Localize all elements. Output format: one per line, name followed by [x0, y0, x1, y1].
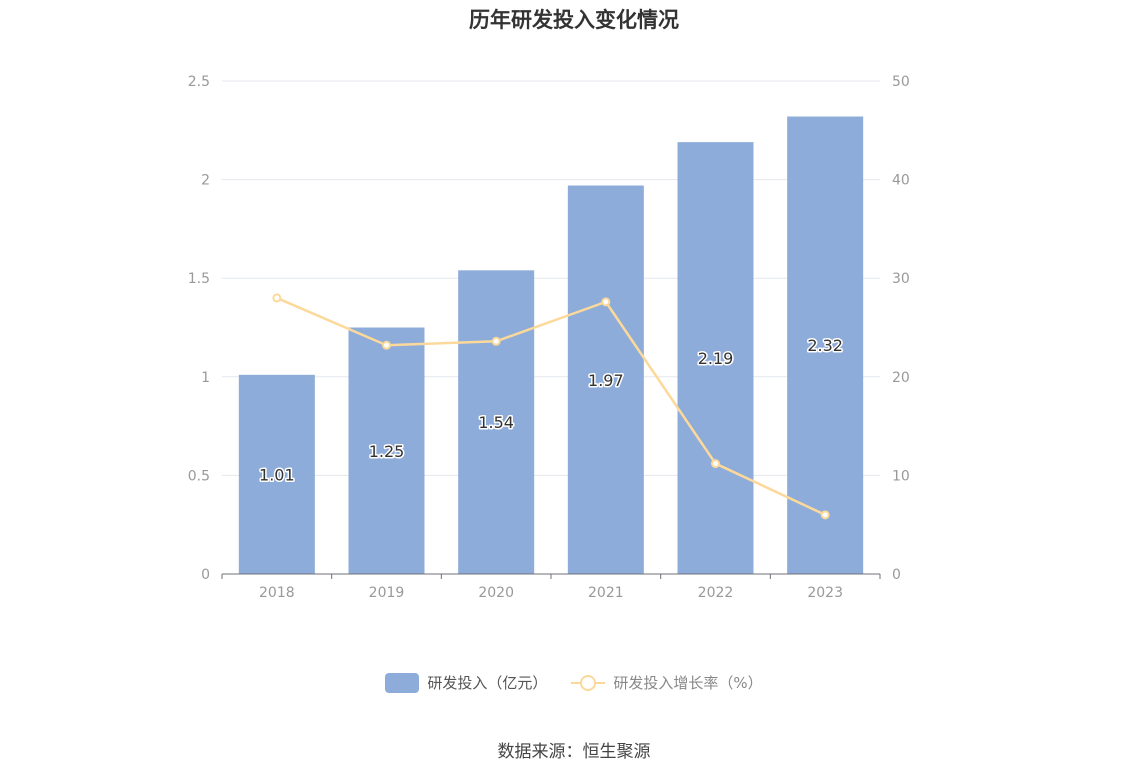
bar-value-label: 1.25: [369, 442, 405, 461]
chart-legend: 研发投入（亿元） 研发投入增长率（%）: [0, 672, 1148, 693]
x-tick-label: 2019: [369, 585, 405, 601]
growth-point-2019: [382, 340, 391, 350]
legend-label-line: 研发投入增长率（%）: [613, 674, 763, 692]
y-right-tick-label: 50: [892, 74, 910, 90]
y-right-tick-label: 20: [892, 370, 910, 386]
y-left-tick-label: 0: [201, 567, 210, 583]
legend-item-line[interactable]: 研发投入增长率（%）: [571, 672, 763, 693]
bar-2020: [458, 270, 535, 574]
bar-value-label: 1.01: [259, 465, 295, 484]
legend-bar-swatch: [385, 672, 420, 693]
growth-point-2018: [272, 293, 282, 303]
bar-value-label: 1.54: [478, 413, 514, 432]
x-tick-label: 2022: [698, 585, 734, 601]
legend-line-swatch: [571, 673, 606, 693]
bar-2018: [238, 374, 315, 574]
bar-value-label: 2.19: [698, 349, 734, 368]
chart-plot: 0 0.5 1 1.5 2 2.5 0 10 20 30 40 50 2018 2019 2020 2021 2…: [188, 74, 910, 601]
growth-point-2020: [491, 336, 501, 346]
y-left-tick-label: 0.5: [188, 468, 210, 484]
growth-point-2023: [820, 510, 830, 520]
data-source: 数据来源：恒生聚源: [497, 742, 651, 762]
y-right-tick-label: 30: [892, 271, 910, 287]
bar-2019: [348, 327, 425, 574]
y-right-tick-label: 40: [892, 173, 910, 189]
x-tick-label: 2023: [807, 585, 843, 601]
bar-2023: [787, 116, 864, 574]
y-left-tick-label: 1: [201, 370, 210, 386]
legend-label-bar: 研发投入（亿元）: [427, 674, 548, 692]
bar-value-label: 2.32: [807, 336, 843, 355]
growth-point-2022: [711, 459, 720, 469]
y-left-tick-label: 1.5: [188, 271, 210, 287]
y-right-tick-label: 10: [892, 468, 910, 484]
x-tick-label: 2021: [588, 585, 624, 601]
y-right-tick-label: 0: [892, 567, 901, 583]
x-tick-label: 2018: [259, 585, 295, 601]
bar-2021: [567, 185, 644, 575]
y-left-tick-label: 2: [201, 173, 210, 189]
y-left-tick-label: 2.5: [188, 74, 210, 90]
bar-value-label: 1.97: [588, 371, 624, 390]
bar-2022: [677, 142, 754, 574]
chart-title: 历年研发投入变化情况: [469, 8, 679, 32]
x-tick-label: 2020: [478, 585, 514, 601]
legend-item-bar[interactable]: 研发投入（亿元）: [385, 672, 547, 693]
growth-point-2021: [601, 297, 611, 307]
growth-rate-line: [276, 296, 826, 516]
